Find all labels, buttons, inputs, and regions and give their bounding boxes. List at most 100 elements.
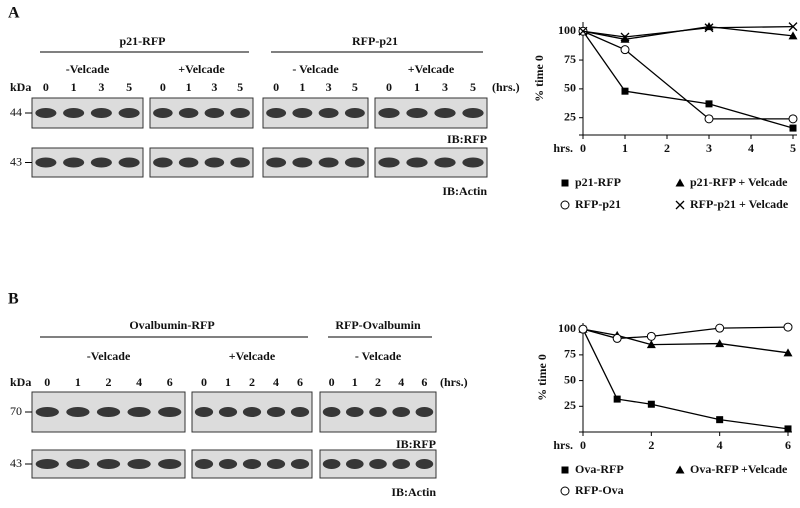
lane-label: 2	[249, 375, 255, 389]
band	[153, 157, 173, 168]
y-axis-label: % time 0	[532, 55, 546, 102]
band	[290, 407, 310, 417]
marker	[621, 87, 629, 95]
lane-label: 3	[211, 80, 217, 94]
marker	[561, 466, 569, 474]
subgroup-label: - Velcade	[355, 349, 402, 363]
marker	[715, 323, 725, 333]
band	[230, 108, 250, 118]
band	[292, 108, 313, 118]
x-tick-label: 4	[717, 438, 723, 452]
band	[90, 157, 112, 168]
band	[178, 108, 199, 118]
band	[434, 108, 456, 118]
kda-label: kDa	[10, 375, 31, 389]
lane-label: 0	[43, 80, 49, 94]
marker	[704, 114, 714, 124]
marker	[788, 31, 798, 40]
band	[318, 157, 339, 168]
marker	[646, 331, 656, 341]
x-tick-label: 2	[664, 141, 670, 155]
lane-label: 5	[470, 80, 476, 94]
marker	[783, 348, 793, 357]
band	[266, 157, 287, 168]
lane-label: 0	[273, 80, 279, 94]
band	[378, 157, 400, 168]
lane-label: 6	[297, 375, 303, 389]
marker	[620, 32, 630, 42]
lane-label: 4	[398, 375, 404, 389]
legend-label: RFP-p21	[575, 197, 621, 211]
kda-label: kDa	[10, 80, 31, 94]
band	[345, 459, 364, 469]
band	[344, 108, 365, 118]
band	[66, 407, 90, 417]
series-line	[582, 25, 794, 38]
marker	[612, 333, 622, 343]
band	[290, 459, 310, 469]
lane-label: 1	[225, 375, 231, 389]
band	[344, 157, 365, 168]
lane-label: 6	[167, 375, 173, 389]
y-tick-label: 100	[558, 321, 576, 335]
x-tick-label: 0	[580, 141, 586, 155]
lane-label: 0	[386, 80, 392, 94]
marker	[675, 178, 685, 187]
band	[178, 157, 199, 168]
marker	[716, 416, 724, 424]
band	[392, 459, 411, 469]
band	[462, 108, 484, 118]
lane-label: 3	[326, 80, 332, 94]
y-tick-label: 50	[564, 372, 576, 386]
group-label: p21-RFP	[120, 34, 166, 48]
lane-label: 2	[106, 375, 112, 389]
band	[292, 157, 313, 168]
y-tick-label: 75	[564, 347, 576, 361]
y-tick-label: 25	[564, 398, 576, 412]
band	[158, 407, 182, 417]
x-axis-label: hrs.	[553, 141, 573, 155]
ib-label: IB:Actin	[391, 485, 436, 499]
legend-label: p21-RFP + Velcade	[690, 175, 788, 189]
marker	[578, 324, 588, 334]
mw-marker: 43	[10, 154, 22, 168]
band	[204, 157, 225, 168]
band	[218, 459, 238, 469]
marker	[613, 395, 621, 403]
band	[118, 157, 140, 168]
mw-marker: 44	[10, 105, 22, 119]
marker	[561, 179, 569, 187]
band	[415, 407, 434, 417]
lane-label: 6	[421, 375, 427, 389]
x-tick-label: 6	[785, 438, 791, 452]
x-tick-label: 1	[622, 141, 628, 155]
marker	[620, 34, 630, 43]
band	[378, 108, 400, 118]
hrs-label: (hrs.)	[440, 375, 468, 389]
band	[318, 108, 339, 118]
x-axis-label: hrs.	[553, 438, 573, 452]
subgroup-label: - Velcade	[292, 62, 339, 76]
band	[153, 108, 173, 118]
series-line	[582, 25, 794, 40]
marker	[560, 486, 570, 496]
y-axis-label: % time 0	[535, 354, 549, 401]
marker	[788, 114, 798, 124]
ib-label: IB:Actin	[442, 184, 487, 198]
lane-label: 2	[375, 375, 381, 389]
subgroup-label: -Velcade	[87, 349, 131, 363]
marker	[560, 200, 570, 210]
y-tick-label: 25	[564, 109, 576, 123]
band	[63, 157, 85, 168]
x-tick-label: 4	[748, 141, 754, 155]
marker	[704, 22, 714, 31]
band	[127, 459, 151, 469]
x-tick-label: 5	[790, 141, 796, 155]
group-label: Ovalbumin-RFP	[129, 318, 214, 332]
band	[322, 459, 341, 469]
marker	[715, 339, 725, 348]
mw-marker: 43	[10, 456, 22, 470]
band	[345, 407, 364, 417]
marker	[784, 425, 792, 433]
